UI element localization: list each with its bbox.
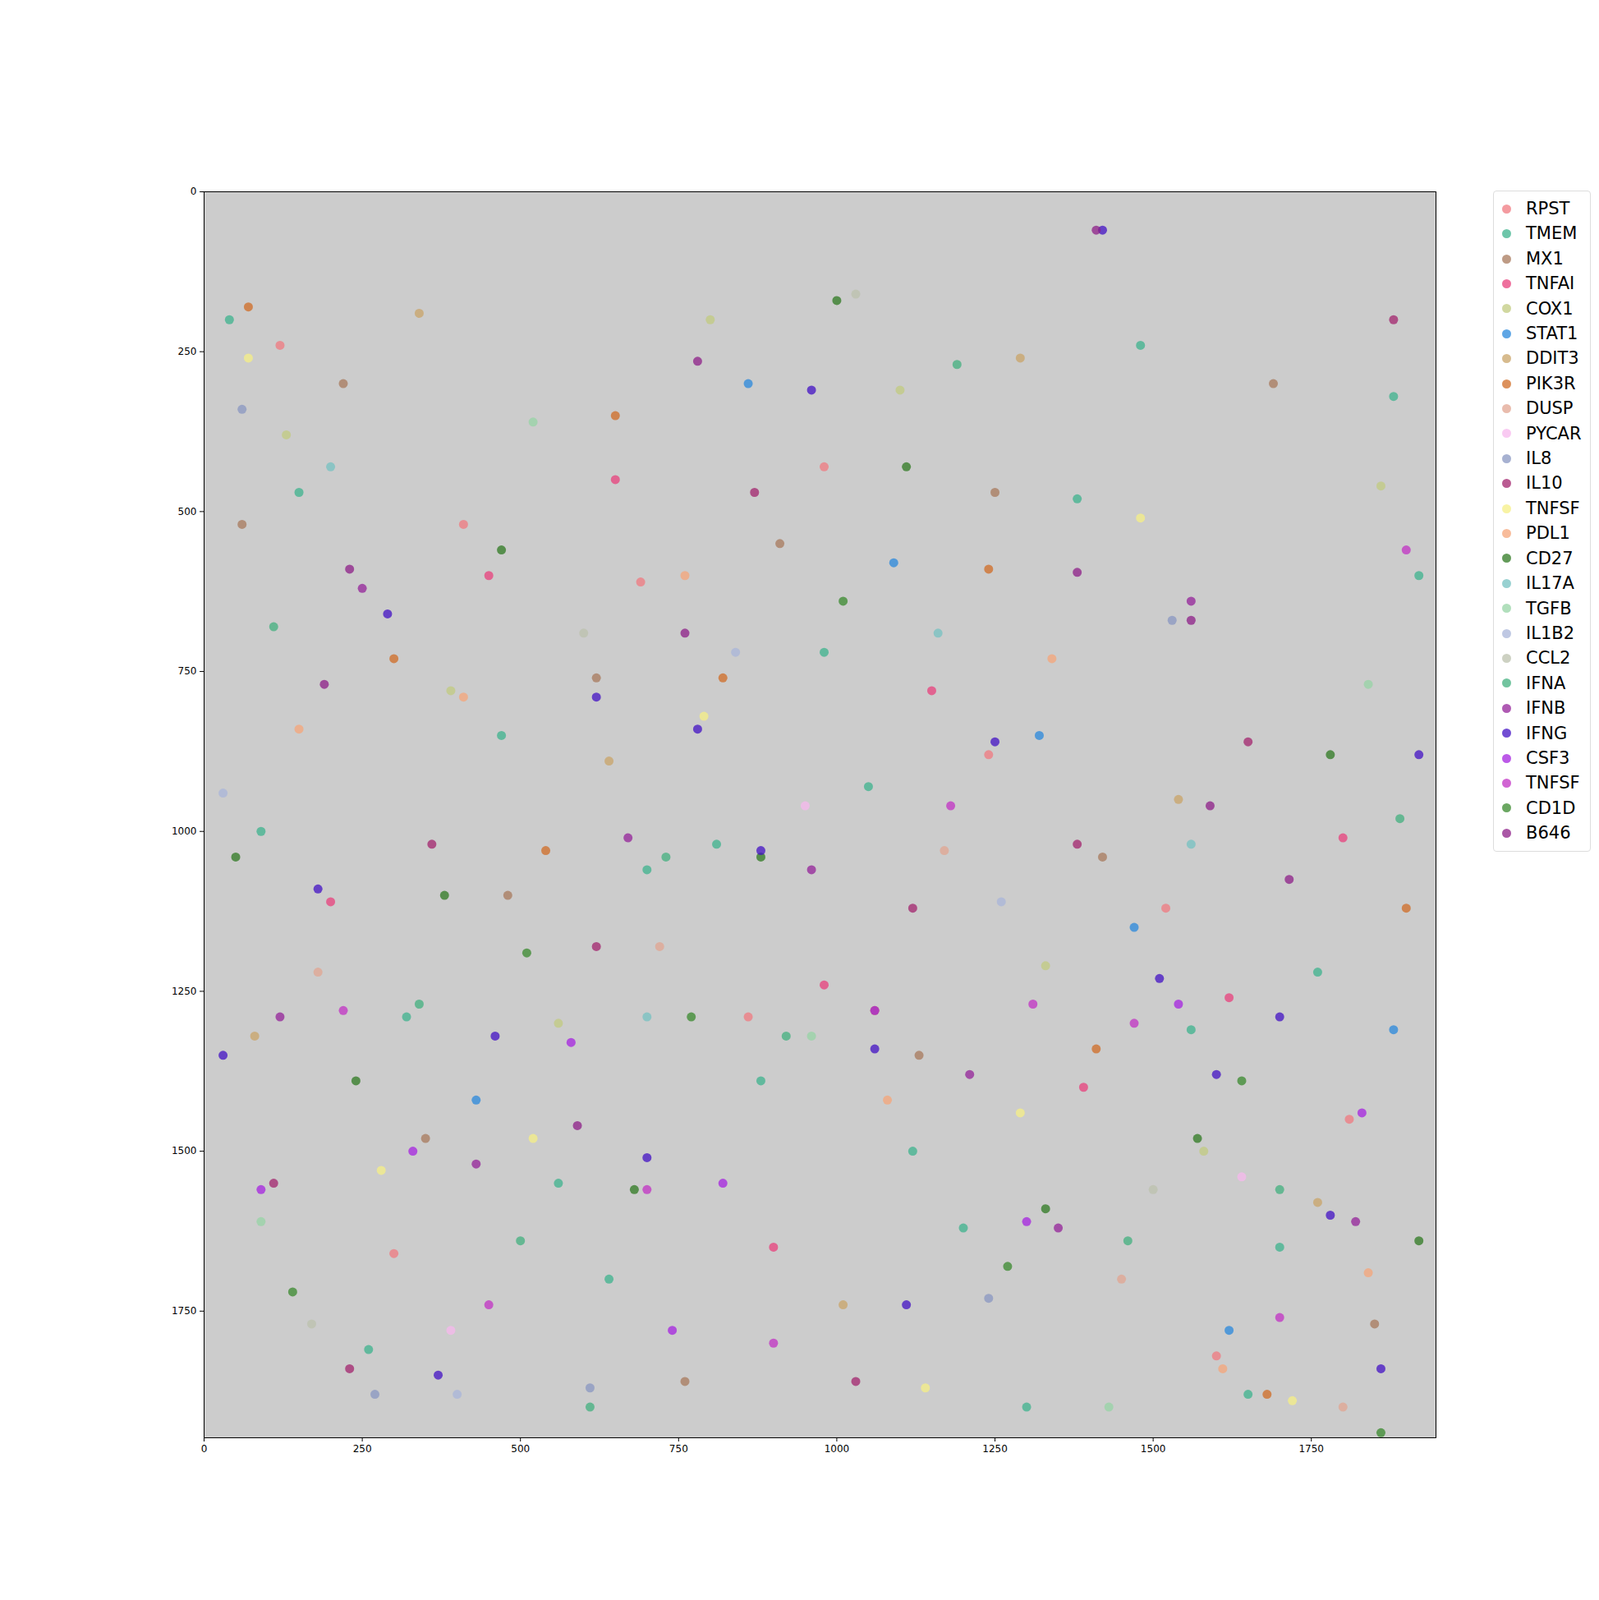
html-text:TNFAI: TNFAI bbox=[1525, 273, 1575, 294]
html-text:IFNG: IFNG bbox=[1525, 723, 1568, 743]
svg-text:1500: 1500 bbox=[171, 1144, 198, 1157]
html-text:IL17A: IL17A bbox=[1525, 573, 1575, 594]
html-text:CD1D: CD1D bbox=[1525, 798, 1576, 818]
html-text:IL1B2: IL1B2 bbox=[1525, 623, 1575, 643]
svg-text:500: 500 bbox=[510, 1442, 530, 1455]
svg-text:250: 250 bbox=[178, 345, 198, 358]
svg-text:0: 0 bbox=[190, 185, 198, 198]
svg-text:750: 750 bbox=[669, 1442, 689, 1455]
svg-text:0: 0 bbox=[201, 1442, 208, 1455]
html-text:CCL2: CCL2 bbox=[1525, 648, 1571, 668]
html-text:MX1: MX1 bbox=[1525, 248, 1564, 269]
html-text:TNFSF: TNFSF bbox=[1525, 773, 1580, 793]
html-text:B646: B646 bbox=[1525, 823, 1571, 843]
html-text:TNFSF: TNFSF bbox=[1525, 498, 1580, 519]
svg-text:1250: 1250 bbox=[171, 985, 198, 998]
html-text:COX1: COX1 bbox=[1525, 298, 1574, 319]
svg-text:1750: 1750 bbox=[171, 1304, 198, 1317]
svg-text:1250: 1250 bbox=[982, 1442, 1008, 1455]
svg-text:500: 500 bbox=[178, 505, 198, 518]
html-text:CD27: CD27 bbox=[1525, 548, 1574, 569]
svg-text:1500: 1500 bbox=[1140, 1442, 1167, 1455]
html-text:DUSP: DUSP bbox=[1525, 398, 1574, 419]
html-text:TMEM: TMEM bbox=[1525, 223, 1578, 244]
html-text:TGFB: TGFB bbox=[1525, 598, 1572, 619]
html-text:CSF3: CSF3 bbox=[1525, 748, 1570, 768]
html-text:RPST: RPST bbox=[1525, 198, 1570, 219]
html-text:IL8: IL8 bbox=[1525, 448, 1552, 469]
html-text:PDL1: PDL1 bbox=[1525, 523, 1571, 544]
html-text:IL10: IL10 bbox=[1525, 473, 1563, 494]
html-text:STAT1: STAT1 bbox=[1525, 323, 1579, 344]
html-text:PYCAR: PYCAR bbox=[1525, 423, 1582, 444]
html-text:IFNB: IFNB bbox=[1525, 698, 1566, 718]
svg-text:750: 750 bbox=[178, 665, 198, 677]
html-text:DDIT3: DDIT3 bbox=[1525, 348, 1580, 369]
svg-text:1750: 1750 bbox=[1298, 1442, 1324, 1455]
svg-text:1000: 1000 bbox=[171, 825, 198, 837]
svg-text:1000: 1000 bbox=[824, 1442, 851, 1455]
svg-text:250: 250 bbox=[353, 1442, 373, 1455]
html-text:IFNA: IFNA bbox=[1525, 673, 1566, 693]
html-text:PIK3R: PIK3R bbox=[1525, 373, 1576, 394]
